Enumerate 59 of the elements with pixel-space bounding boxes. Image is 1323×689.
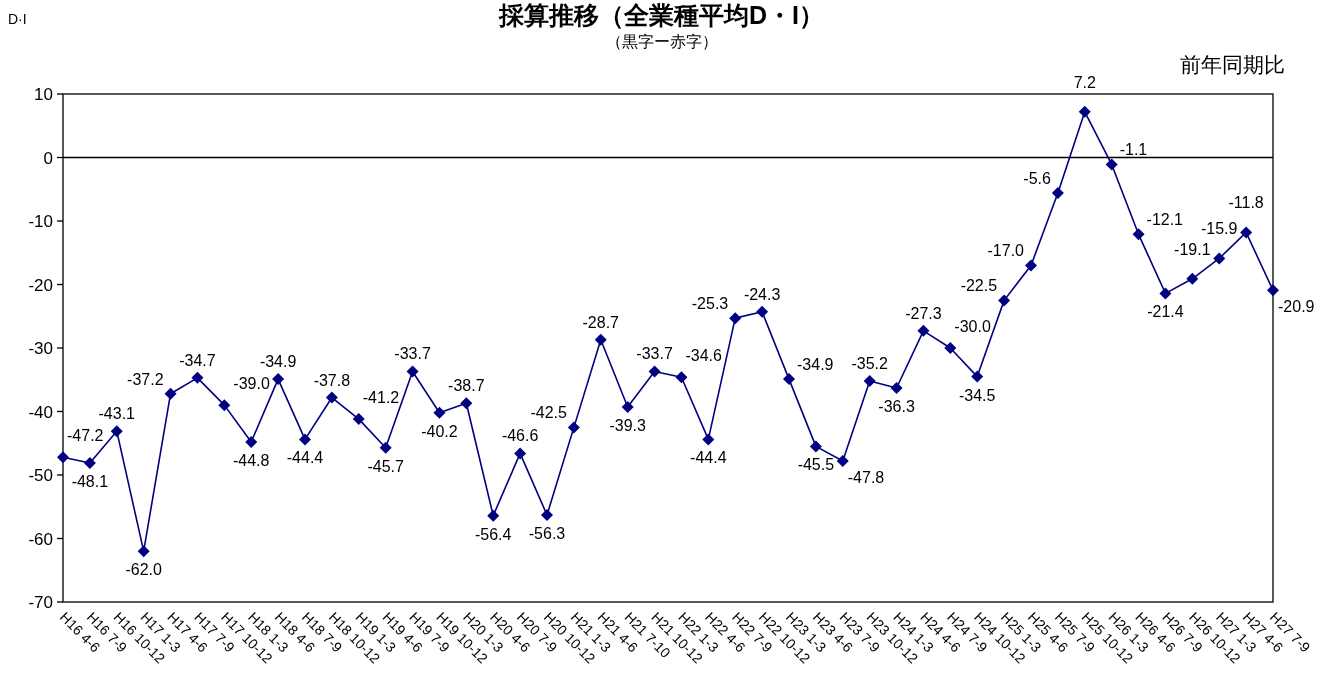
data-label: -34.6	[685, 347, 723, 365]
data-label: -38.7	[448, 377, 485, 395]
text: 前年同期比	[1179, 53, 1285, 76]
y-tick-label: -20	[28, 275, 53, 295]
chart-subtitle: （黒字ー赤字）	[605, 33, 718, 50]
y-tick-label: -60	[28, 529, 53, 549]
y-tick-label: -10	[28, 212, 53, 231]
data-label: -27.3	[905, 304, 942, 322]
data-label: -19.1	[1174, 240, 1211, 258]
data-label: -41.2	[362, 389, 400, 407]
data-label: -24.3	[743, 285, 781, 303]
data-label: -1.1	[1119, 141, 1148, 159]
data-label: -21.4	[1147, 303, 1184, 321]
data-label: -45.5	[797, 456, 835, 474]
y-tick-label: -70	[28, 593, 53, 612]
data-label: -44.4	[286, 449, 324, 467]
data-label: -20.9	[1278, 298, 1315, 316]
data-label: -12.1	[1146, 211, 1184, 229]
y-tick-label: -50	[28, 466, 53, 485]
data-label: -25.3	[691, 295, 729, 313]
data-label: -15.9	[1200, 220, 1238, 238]
y-tick-label: -40	[28, 402, 53, 422]
data-label: -36.3	[878, 398, 915, 416]
data-label: -45.7	[367, 457, 404, 475]
data-label: -42.5	[530, 404, 567, 422]
data-label: -47.2	[67, 427, 104, 445]
data-label: 7.2	[1073, 73, 1096, 91]
y-axis-title: D·I	[8, 11, 27, 27]
y-tick-label: 10	[34, 85, 53, 104]
data-label: -34.7	[179, 351, 216, 369]
data-label: -62.0	[125, 561, 162, 579]
data-label: -44.8	[232, 451, 270, 469]
data-label: -47.8	[847, 469, 885, 487]
data-label: -11.8	[1228, 194, 1264, 212]
data-label: -34.9	[797, 356, 834, 374]
data-label: -40.2	[421, 422, 458, 440]
data-label: -34.9	[259, 353, 297, 371]
data-label: -37.2	[127, 370, 164, 388]
data-label: -43.1	[98, 405, 136, 423]
data-label: -5.6	[1023, 170, 1051, 188]
y-tick-label: 0	[43, 148, 53, 168]
data-label: -33.7	[394, 345, 431, 363]
data-label: -46.6	[501, 427, 539, 445]
data-label: -39.0	[233, 375, 270, 393]
data-label: -56.3	[528, 525, 566, 543]
data-label: -44.4	[690, 449, 727, 467]
data-label: -22.5	[960, 277, 998, 295]
data-label: -17.0	[987, 242, 1025, 260]
data-label: -28.7	[582, 313, 620, 331]
data-label: -39.3	[609, 417, 646, 435]
data-label: -48.1	[71, 472, 109, 490]
data-label: -37.8	[313, 371, 351, 389]
data-label: -56.4	[474, 525, 512, 543]
y-tick-label: -30	[28, 339, 53, 358]
data-label: -34.5	[958, 386, 996, 404]
data-label: -35.2	[851, 355, 888, 373]
chart-title: 採算推移（全業種平均D・I）	[498, 1, 824, 29]
data-label: -30.0	[954, 318, 991, 335]
data-label: -33.7	[636, 345, 673, 363]
